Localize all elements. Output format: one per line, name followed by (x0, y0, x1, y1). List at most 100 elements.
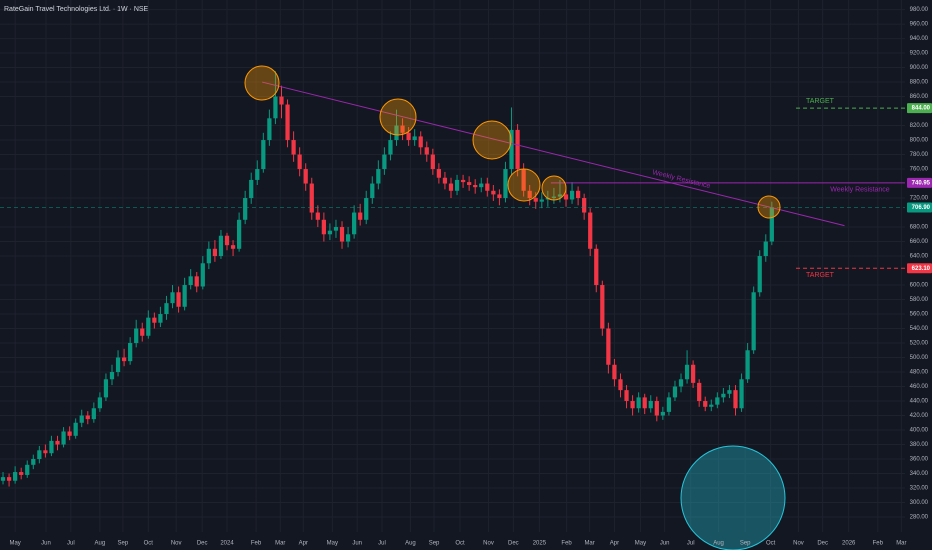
candle-body (303, 169, 308, 184)
candle-body (115, 357, 121, 373)
candle-body (678, 379, 684, 387)
x-tick-label: Nov (483, 541, 494, 547)
x-tick-label: Aug (405, 541, 416, 547)
y-tick-label: 960.00 (910, 22, 929, 28)
candle-body (594, 248, 599, 286)
price-tag-label: 740.95 (912, 180, 931, 186)
x-tick-label: May (635, 541, 646, 547)
candle-body (569, 190, 575, 200)
candle-body (394, 125, 399, 141)
candle-body (218, 235, 224, 257)
candle-body (339, 227, 345, 242)
candle-body (61, 431, 66, 445)
candle-body (206, 248, 211, 264)
y-tick-label: 820.00 (910, 123, 929, 129)
x-tick-label: 2024 (220, 541, 234, 547)
highlight (472, 120, 512, 160)
y-tick-label: 920.00 (910, 51, 929, 57)
candle-body (666, 397, 672, 412)
candle-body (188, 276, 193, 286)
candle-body (618, 379, 623, 391)
candle-body (636, 397, 641, 409)
highlight (379, 98, 417, 136)
candle-body (739, 379, 744, 409)
candle-body (73, 422, 78, 436)
x-tick-label: Jun (352, 541, 362, 547)
candle-body (109, 372, 115, 380)
candle-body (370, 183, 375, 199)
candle-body (152, 317, 157, 323)
candle-body (763, 241, 768, 257)
candle-body (697, 382, 702, 402)
candle-body (715, 397, 720, 405)
candle-body (194, 276, 199, 287)
y-tick-label: 320.00 (910, 486, 929, 492)
candle-body (467, 182, 472, 185)
candle-body (751, 292, 756, 351)
candle-body (539, 199, 544, 202)
x-tick-label: Jul (687, 541, 695, 547)
candle-body (527, 190, 532, 199)
x-tick-label: Mar (275, 541, 285, 547)
x-tick-label: 2025 (533, 541, 547, 547)
candle-body (533, 198, 538, 202)
candle-body (31, 459, 36, 465)
candle-body (358, 212, 363, 220)
y-tick-label: 280.00 (910, 515, 929, 521)
y-tick-label: 480.00 (910, 370, 929, 376)
y-tick-label: 900.00 (910, 65, 929, 71)
x-tick-label: Jul (67, 541, 75, 547)
y-tick-label: 580.00 (910, 297, 929, 303)
candle-body (67, 431, 72, 436)
y-tick-label: 500.00 (910, 355, 929, 361)
candle-body (327, 230, 333, 235)
candle-body (170, 292, 175, 304)
candle-body (315, 212, 320, 220)
y-tick-label: 360.00 (910, 457, 929, 463)
candle-body (146, 317, 151, 336)
candle-body (345, 234, 351, 242)
x-tick-label: Jul (378, 541, 386, 547)
candle-body (479, 183, 484, 188)
candle-body (497, 194, 502, 199)
candle-body (364, 198, 369, 220)
candle-body (382, 154, 387, 170)
candle-body (473, 184, 478, 188)
candle-body (158, 314, 163, 323)
candle-body (128, 343, 133, 362)
x-tick-label: Oct (766, 541, 776, 547)
y-tick-label: 780.00 (910, 152, 929, 158)
candle-body (279, 96, 284, 105)
candle-body (733, 390, 738, 409)
candle-body (551, 196, 557, 199)
y-tick-label: 680.00 (910, 225, 929, 231)
candle-body (684, 364, 690, 380)
x-tick-label: Mar (584, 541, 594, 547)
candle-body (121, 357, 127, 362)
candle-body (672, 386, 678, 398)
x-tick-label: May (9, 541, 20, 547)
candle-body (309, 183, 314, 213)
candle-body (454, 179, 460, 191)
candle-body (515, 129, 520, 170)
candle-body (43, 450, 48, 454)
y-tick-label: 380.00 (910, 442, 929, 448)
candle-body (509, 129, 514, 170)
candle-body (588, 212, 593, 249)
candle-body (273, 96, 278, 119)
x-tick-label: Aug (95, 541, 106, 547)
candle-body (769, 207, 774, 242)
y-tick-label: 540.00 (910, 326, 929, 332)
candle-body (25, 464, 30, 475)
x-tick-label: Feb (561, 541, 572, 547)
candle-body (563, 194, 569, 200)
y-tick-label: 980.00 (910, 7, 929, 13)
candle-body (745, 350, 750, 380)
y-tick-label: 640.00 (910, 254, 929, 260)
candle-body (176, 292, 181, 307)
highlight (541, 175, 567, 201)
candle-body (249, 179, 254, 199)
candle-body (267, 118, 272, 141)
